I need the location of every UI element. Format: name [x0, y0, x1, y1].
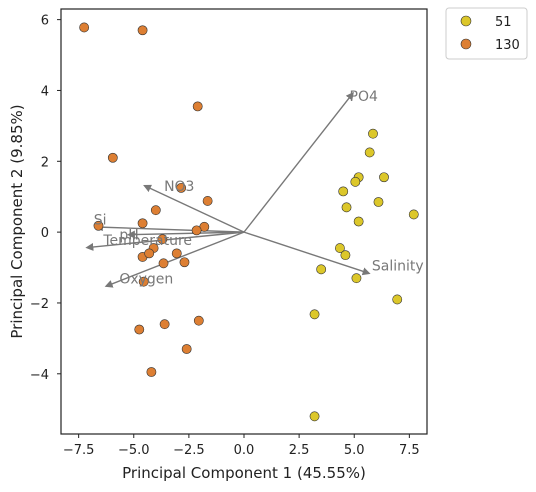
point-51-16: [309, 411, 320, 422]
point-130-22: [181, 344, 192, 354]
point-130-7: [137, 218, 148, 229]
point-130-23: [146, 367, 157, 377]
x-tick-label: 7.5: [399, 443, 420, 458]
point-130-4: [176, 182, 187, 193]
point-130-13: [171, 248, 182, 259]
point-130-17: [158, 258, 169, 269]
loading-arrow-salinity: [243, 231, 371, 276]
x-axis-label: Principal Component 1 (45.55%): [122, 464, 366, 482]
x-tick-label: −5.0: [118, 443, 150, 458]
point-130-5: [202, 196, 213, 206]
point-130-1: [137, 25, 148, 36]
y-tick-label: 2: [41, 155, 49, 170]
loading-arrow-no3: [143, 184, 245, 233]
point-130-9: [191, 225, 202, 236]
x-tick-label: 2.5: [289, 443, 310, 458]
loading-arrow-po4: [243, 91, 354, 233]
point-51-12: [316, 264, 327, 275]
point-51-5: [338, 186, 349, 197]
point-51-0: [368, 128, 378, 139]
loading-label-temperature: Temperature: [102, 233, 192, 249]
x-axis-ticks: −7.5 −5.0 −2.5 0.0 2.5 5.0 7.5: [63, 434, 420, 458]
loading-label-si: Si: [94, 212, 107, 228]
x-tick-label: −2.5: [173, 443, 205, 458]
legend-label-130: 130: [495, 38, 520, 53]
point-51-3: [379, 172, 389, 183]
point-130-10: [93, 220, 104, 231]
point-51-6: [373, 197, 384, 207]
y-tick-label: 4: [41, 84, 49, 99]
y-axis-ticks: −4 −2 0 2 4 6: [30, 14, 61, 383]
point-130-19: [159, 319, 170, 330]
x-tick-label: 5.0: [344, 443, 365, 458]
point-130-15: [144, 248, 155, 259]
loading-label-salinity: Salinity: [372, 259, 424, 275]
point-130-2: [192, 101, 203, 112]
y-tick-label: 6: [41, 14, 49, 29]
loading-label-ph: pH: [119, 228, 138, 244]
point-51-15: [309, 309, 320, 320]
plot-area: [60, 8, 428, 435]
legend-label-51: 51: [495, 15, 512, 30]
y-axis-label: Principal Component 2 (9.85%): [8, 104, 26, 338]
point-51-14: [392, 294, 403, 305]
loading-label-oxygen: Oxygen: [119, 271, 173, 287]
loading-label-po4: PO4: [350, 89, 378, 105]
point-130-18: [138, 276, 149, 287]
point-130-20: [193, 315, 204, 326]
y-tick-label: 0: [41, 226, 49, 241]
point-130-3: [107, 152, 118, 163]
point-130-0: [79, 22, 90, 33]
loading-label-no3: NO3: [164, 179, 194, 195]
point-51-11: [340, 250, 351, 261]
legend-marker-130: [460, 38, 472, 50]
loading-arrow-oxygen: [104, 231, 245, 288]
y-tick-label: −4: [30, 368, 49, 383]
point-51-4: [350, 176, 361, 187]
point-51-1: [364, 147, 375, 158]
legend: 51 130: [445, 7, 528, 60]
point-130-11: [157, 234, 168, 245]
point-51-9: [353, 216, 364, 227]
scatter-points: [79, 22, 419, 422]
point-51-8: [341, 202, 352, 213]
x-tick-label: −7.5: [63, 443, 95, 458]
point-51-13: [351, 273, 362, 284]
loading-arrow-si: [94, 223, 245, 233]
loading-arrow-ph: [126, 230, 245, 239]
point-51-7: [408, 209, 419, 220]
point-130-16: [179, 257, 190, 268]
legend-marker-51: [460, 15, 472, 27]
y-tick-label: −2: [30, 297, 49, 312]
point-130-21: [134, 324, 145, 335]
x-tick-label: 0.0: [234, 443, 255, 458]
point-130-6: [150, 205, 161, 216]
point-51-10: [335, 243, 345, 253]
